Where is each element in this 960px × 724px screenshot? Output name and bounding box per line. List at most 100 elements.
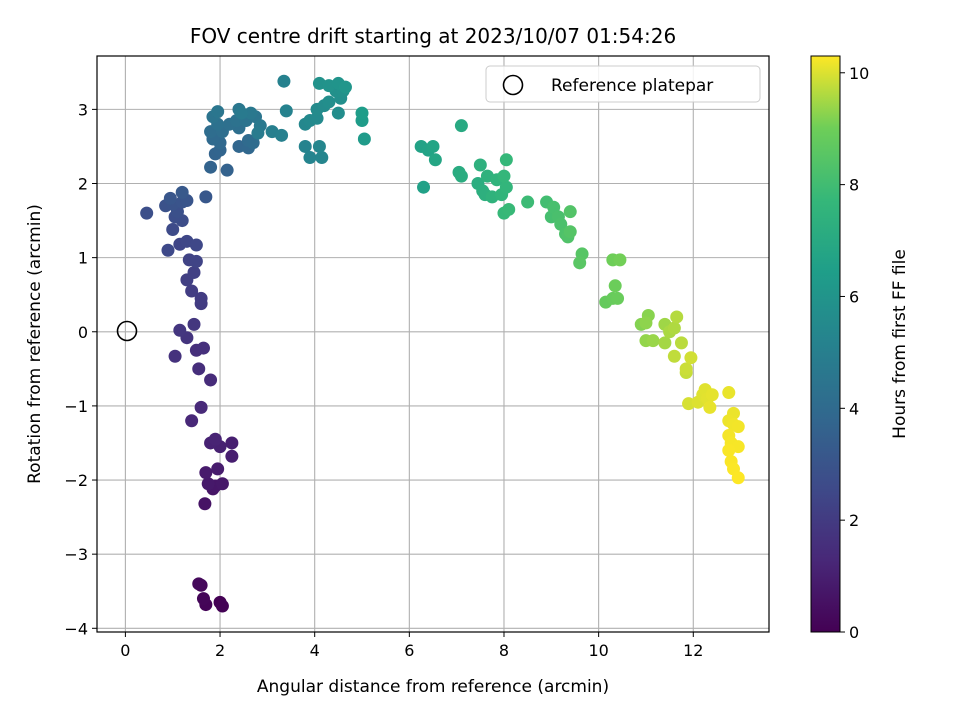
data-point [275, 128, 289, 142]
data-point [338, 80, 352, 94]
chart-title: FOV centre drift starting at 2023/10/07 … [190, 24, 676, 48]
colorbar-tick-label: 8 [849, 176, 859, 195]
reference-marker [116, 320, 138, 342]
data-point [646, 334, 660, 348]
data-point [189, 238, 203, 252]
data-point [298, 139, 312, 153]
x-tick-label: 6 [404, 641, 414, 660]
data-point [722, 386, 736, 400]
data-point [187, 317, 201, 331]
data-point [322, 95, 336, 109]
x-tick-label: 4 [310, 641, 320, 660]
x-tick-label: 8 [499, 641, 509, 660]
colorbar-tick-label: 2 [849, 511, 859, 530]
x-axis-ticks: 0 2 4 6 8 10 12 [120, 632, 703, 660]
data-points [140, 74, 745, 613]
colorbar-tick-label: 6 [849, 287, 859, 306]
y-axis-label: Rotation from reference (arcmin) [25, 204, 45, 484]
data-point [189, 254, 203, 268]
data-point [277, 74, 291, 88]
data-point [499, 180, 513, 194]
data-point [667, 321, 681, 335]
data-point [417, 180, 431, 194]
data-point [215, 477, 229, 491]
data-point [187, 265, 201, 279]
legend-label: Reference platepar [551, 76, 713, 96]
data-point [563, 225, 577, 239]
data-point [204, 373, 218, 387]
data-point [454, 119, 468, 133]
data-point [208, 432, 222, 446]
x-tick-label: 0 [120, 641, 130, 660]
data-point [140, 206, 154, 220]
data-point [312, 139, 326, 153]
data-point [310, 111, 324, 125]
x-tick-label: 12 [683, 641, 703, 660]
data-point [192, 362, 206, 376]
y-tick-label: 1 [78, 249, 88, 268]
data-point [639, 316, 653, 330]
data-point [573, 256, 587, 270]
data-point [473, 158, 487, 172]
data-point [244, 106, 258, 120]
data-point [251, 126, 265, 140]
data-point [196, 341, 210, 355]
y-tick-label: 0 [78, 323, 88, 342]
y-axis-ticks: −4 −3 −2 −1 0 1 2 3 [64, 100, 97, 638]
data-point [658, 336, 672, 350]
data-point [679, 362, 693, 376]
data-point [225, 449, 239, 463]
data-point [168, 349, 182, 363]
data-point [175, 185, 189, 199]
data-point [357, 132, 371, 146]
data-point [705, 388, 719, 402]
data-point [331, 106, 345, 120]
data-point [497, 169, 511, 183]
data-point [499, 153, 513, 167]
y-tick-label: −1 [64, 397, 88, 416]
data-point [196, 592, 210, 606]
data-point [674, 336, 688, 350]
data-point [163, 191, 177, 205]
data-point [426, 139, 440, 153]
data-point [199, 466, 213, 480]
data-point [684, 351, 698, 365]
colorbar-tick-label: 4 [849, 399, 859, 418]
data-point [428, 153, 442, 167]
data-point [547, 200, 561, 214]
data-point [161, 243, 175, 257]
data-point [194, 400, 208, 414]
x-tick-label: 10 [588, 641, 608, 660]
data-point [502, 202, 516, 216]
data-point [198, 497, 212, 511]
x-axis-label: Angular distance from reference (arcmin) [257, 677, 609, 697]
plot-frame [96, 55, 770, 633]
data-point [731, 420, 745, 434]
data-point [201, 477, 215, 491]
data-point [521, 195, 535, 209]
data-point [667, 349, 681, 363]
data-point [194, 291, 208, 305]
legend: Reference platepar [485, 65, 761, 103]
colorbar-label: Hours from first FF file [890, 249, 910, 439]
colorbar-tick-label: 10 [849, 64, 869, 83]
y-tick-label: 2 [78, 175, 88, 194]
data-point [563, 205, 577, 219]
data-point [211, 462, 225, 476]
data-point [234, 106, 248, 120]
y-tick-label: −4 [64, 619, 88, 638]
data-point [355, 106, 369, 120]
colorbar [810, 55, 841, 633]
y-tick-label: −3 [64, 545, 88, 564]
data-point [220, 163, 234, 177]
data-point [215, 599, 229, 613]
data-point [204, 160, 218, 174]
data-point [185, 414, 199, 428]
data-point [554, 217, 568, 231]
x-tick-label: 2 [215, 641, 225, 660]
data-point [192, 577, 206, 591]
grid [97, 56, 769, 632]
data-point [731, 471, 745, 485]
data-point [185, 284, 199, 298]
